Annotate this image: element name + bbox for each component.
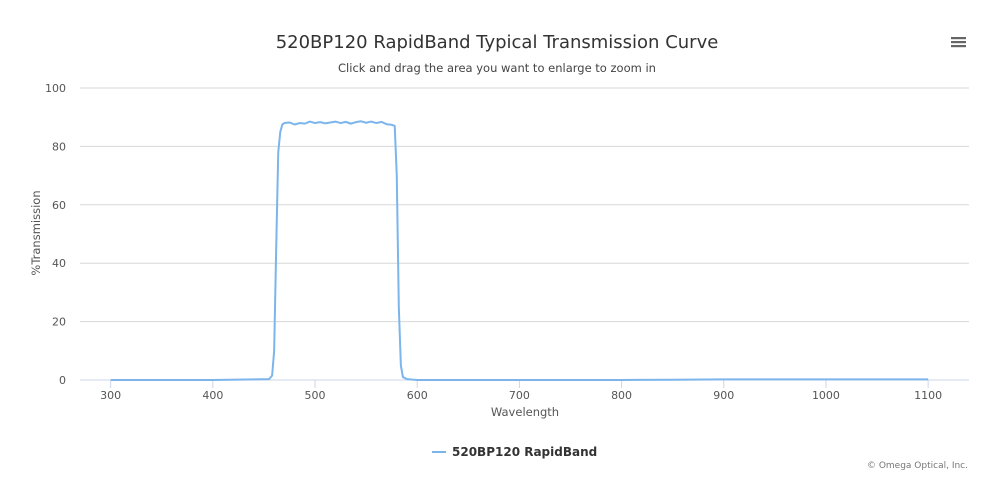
x-axis-title: Wavelength [491,405,559,419]
x-tick-label: 400 [202,389,223,402]
x-tick-label: 600 [407,389,428,402]
x-tick-label: 300 [100,389,121,402]
y-tick-label: 0 [59,374,66,387]
x-tick-label: 700 [509,389,530,402]
legend[interactable]: 520BP120 RapidBand [432,445,597,459]
x-tick-label: 1100 [914,389,942,402]
y-axis-ticks: 0 20 40 60 80 100 [45,82,66,387]
legend-item-label[interactable]: 520BP120 RapidBand [452,445,597,459]
chart-title: 520BP120 RapidBand Typical Transmission … [276,32,719,53]
series-line[interactable] [110,120,929,381]
y-tick-label: 20 [52,316,66,329]
x-axis-ticks: 300 400 500 600 700 800 900 1000 1100 [100,380,942,402]
x-tick-label: 500 [305,389,326,402]
y-tick-label: 40 [52,257,66,270]
chart-subtitle: Click and drag the area you want to enla… [338,61,656,75]
y-tick-label: 100 [45,82,66,95]
credits-text[interactable]: © Omega Optical, Inc. [867,461,968,471]
hamburger-menu-icon[interactable] [948,32,970,52]
y-tick-label: 80 [52,140,66,153]
x-tick-label: 1000 [812,389,840,402]
x-tick-label: 900 [713,389,734,402]
series-group [110,120,929,381]
y-axis-title: %Transmission [29,190,43,275]
grid-lines [80,87,969,323]
x-tick-label: 800 [611,389,632,402]
y-tick-label: 60 [52,199,66,212]
